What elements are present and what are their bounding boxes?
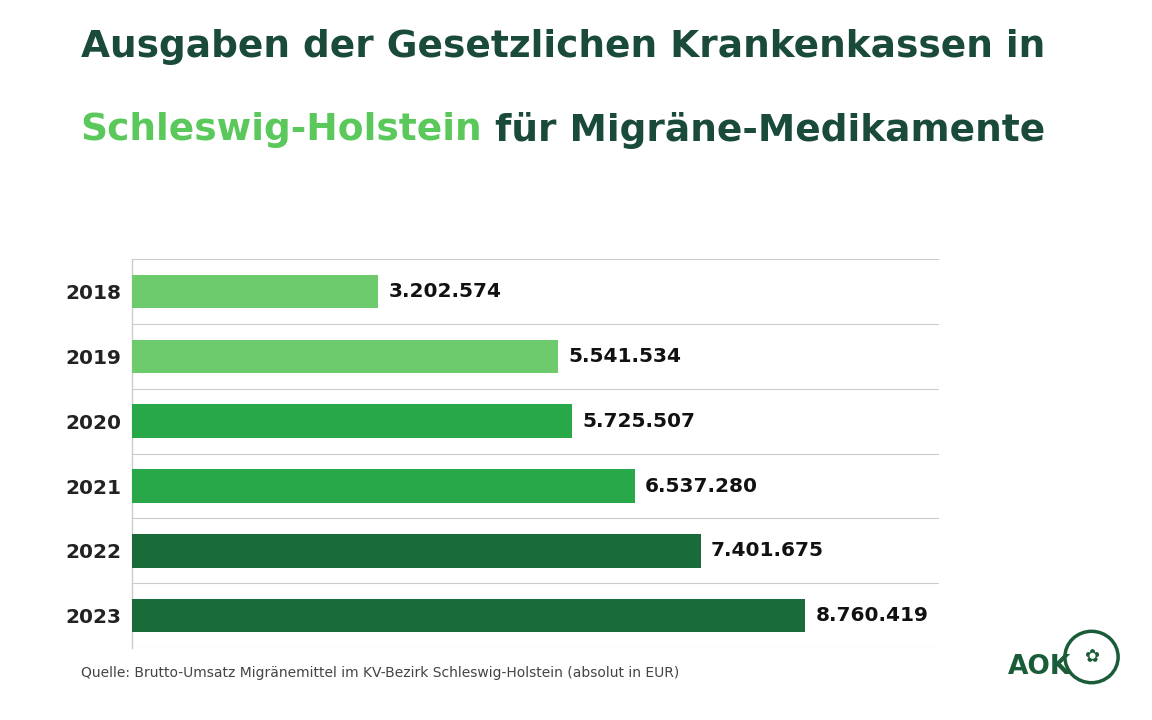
Text: Quelle: Brutto-Umsatz Migränemittel im KV-Bezirk Schleswig-Holstein (absolut in : Quelle: Brutto-Umsatz Migränemittel im K… <box>81 667 679 680</box>
Bar <box>132 405 573 438</box>
Text: AOK: AOK <box>1008 654 1071 680</box>
Text: 5.725.507: 5.725.507 <box>582 412 695 431</box>
Text: für Migräne-Medikamente: für Migräne-Medikamente <box>483 112 1046 148</box>
Text: 8.760.419: 8.760.419 <box>816 606 929 625</box>
Text: 3.202.574: 3.202.574 <box>388 282 501 301</box>
Bar <box>132 340 558 373</box>
Bar <box>132 534 700 567</box>
Text: 5.541.534: 5.541.534 <box>568 347 681 366</box>
Text: 7.401.675: 7.401.675 <box>711 541 824 560</box>
Text: Schleswig-Holstein: Schleswig-Holstein <box>81 112 483 148</box>
Text: ✿: ✿ <box>1084 648 1099 666</box>
Text: 6.537.280: 6.537.280 <box>644 477 758 495</box>
Bar <box>132 275 379 308</box>
Text: Ausgaben der Gesetzlichen Krankenkassen in: Ausgaben der Gesetzlichen Krankenkassen … <box>81 29 1045 65</box>
Bar <box>132 469 635 503</box>
Bar <box>132 599 805 632</box>
